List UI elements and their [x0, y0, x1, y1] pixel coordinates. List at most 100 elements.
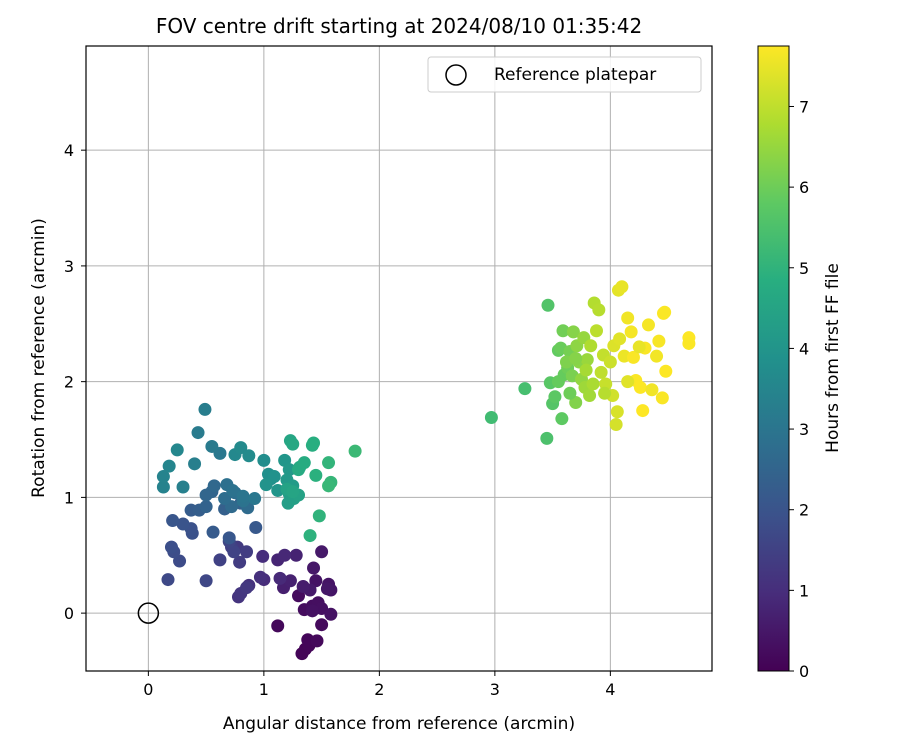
data-point: [633, 380, 647, 394]
plot-frame: [85, 45, 713, 672]
data-point: [259, 478, 273, 492]
data-point: [226, 483, 240, 497]
data-point: [176, 480, 190, 494]
data-point: [170, 443, 184, 457]
data-point: [249, 520, 263, 534]
data-point: [256, 549, 270, 563]
y-tick-label: 4: [64, 141, 74, 160]
data-point: [303, 529, 317, 543]
data-point: [233, 555, 247, 569]
data-point: [173, 554, 187, 568]
data-point: [240, 545, 254, 559]
data-point: [166, 514, 180, 528]
data-point: [322, 479, 336, 493]
data-point: [156, 470, 170, 484]
data-point: [242, 449, 256, 463]
data-point: [590, 324, 604, 338]
data-point: [632, 340, 646, 354]
data-point: [636, 404, 650, 418]
x-tick-label: 0: [143, 680, 153, 699]
colorbar-ticks: 0 1 2 3 4 5 6 7: [789, 97, 809, 681]
x-axis-label: Angular distance from reference (arcmin): [223, 714, 575, 734]
data-point: [309, 574, 323, 588]
data-point: [541, 298, 555, 312]
data-point: [257, 453, 271, 467]
data-point: [188, 457, 202, 471]
data-point: [286, 485, 300, 499]
grid: [86, 46, 712, 671]
colorbar-gradient: [757, 45, 790, 672]
colorbar-tick-label: 4: [799, 339, 809, 358]
data-point: [176, 517, 190, 531]
y-tick-label: 2: [64, 373, 74, 392]
data-point: [227, 545, 241, 559]
y-tick-label: 0: [64, 604, 74, 623]
data-point: [645, 383, 659, 397]
data-point: [563, 386, 577, 400]
reference-marker: [137, 602, 160, 624]
data-point: [610, 405, 624, 419]
data-point: [583, 389, 597, 403]
data-point: [156, 480, 170, 494]
data-point: [658, 305, 672, 319]
data-point: [598, 386, 612, 400]
data-point: [659, 364, 673, 378]
colorbar-tick-label: 0: [799, 662, 809, 681]
data-point: [609, 417, 623, 431]
data-point: [624, 325, 638, 339]
data-point: [162, 459, 176, 473]
data-point: [315, 618, 329, 632]
data-point: [548, 390, 562, 404]
data-point: [324, 607, 338, 621]
data-point: [613, 332, 627, 346]
data-point: [297, 456, 311, 470]
data-point: [248, 492, 262, 506]
x-tick-label: 4: [605, 680, 615, 699]
reference-platepar-marker: [137, 602, 160, 624]
data-point: [655, 391, 669, 405]
data-point: [650, 349, 664, 363]
data-point: [682, 336, 696, 350]
colorbar-tick-label: 2: [799, 501, 809, 520]
data-point: [555, 412, 569, 426]
data-point: [518, 382, 532, 396]
data-point: [161, 573, 175, 587]
x-tick-label: 1: [259, 680, 269, 699]
data-point: [320, 582, 334, 596]
data-point: [315, 545, 329, 559]
data-point: [586, 377, 600, 391]
data-points: [156, 280, 696, 661]
data-point: [551, 375, 565, 389]
data-point: [286, 437, 300, 451]
data-point: [641, 318, 655, 332]
data-point: [236, 489, 250, 503]
data-point: [289, 548, 303, 562]
data-point: [307, 436, 321, 450]
data-point: [652, 334, 666, 348]
data-point: [307, 561, 321, 575]
colorbar-tick-label: 3: [799, 420, 809, 439]
data-point: [566, 325, 580, 339]
data-point: [213, 553, 227, 567]
data-point: [309, 468, 323, 482]
data-point: [592, 303, 606, 317]
data-point: [312, 509, 326, 523]
data-point: [206, 525, 220, 539]
data-point: [540, 431, 554, 445]
data-point: [348, 444, 362, 458]
data-point: [222, 531, 236, 545]
x-axis: 0 1 2 3 4: [143, 671, 615, 699]
data-point: [310, 634, 324, 648]
data-point: [199, 488, 213, 502]
data-point: [621, 375, 635, 389]
y-tick-label: 3: [64, 257, 74, 276]
colorbar-tick-label: 6: [799, 178, 809, 197]
legend-box: [427, 56, 702, 93]
y-axis-label: Rotation from reference (arcmin): [29, 218, 49, 498]
data-point: [603, 355, 617, 369]
data-point: [621, 311, 635, 325]
colorbar-tick-label: 1: [799, 581, 809, 600]
data-point: [484, 411, 498, 425]
data-point: [569, 395, 583, 409]
